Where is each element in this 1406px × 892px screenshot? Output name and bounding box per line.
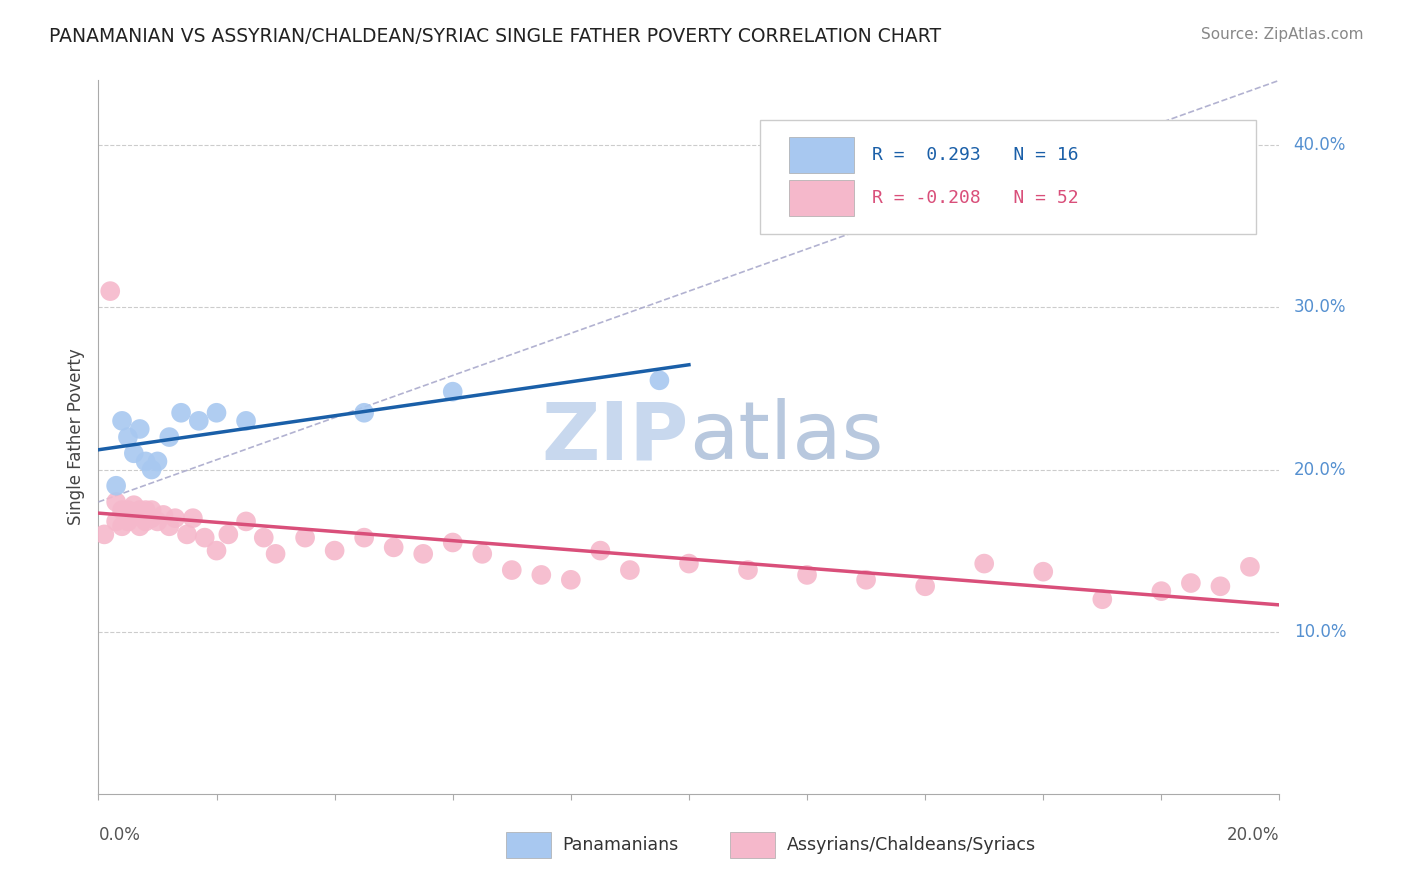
Point bbox=[117, 515, 139, 529]
Point bbox=[235, 515, 257, 529]
FancyBboxPatch shape bbox=[789, 137, 855, 173]
Point bbox=[117, 430, 139, 444]
Point bbox=[1091, 592, 1114, 607]
Point bbox=[111, 414, 134, 428]
Point bbox=[135, 454, 157, 468]
Point bbox=[530, 568, 553, 582]
Point bbox=[176, 527, 198, 541]
Y-axis label: Single Father Poverty: Single Father Poverty bbox=[66, 349, 84, 525]
FancyBboxPatch shape bbox=[789, 180, 855, 216]
Point bbox=[973, 557, 995, 571]
Point bbox=[589, 543, 612, 558]
Point bbox=[353, 406, 375, 420]
Point bbox=[1180, 576, 1202, 591]
Point bbox=[170, 406, 193, 420]
FancyBboxPatch shape bbox=[730, 832, 775, 858]
Point bbox=[648, 373, 671, 387]
Point bbox=[141, 462, 163, 476]
Point bbox=[1209, 579, 1232, 593]
Point bbox=[560, 573, 582, 587]
Point bbox=[501, 563, 523, 577]
Point bbox=[412, 547, 434, 561]
Text: R =  0.293   N = 16: R = 0.293 N = 16 bbox=[872, 146, 1078, 164]
Text: PANAMANIAN VS ASSYRIAN/CHALDEAN/SYRIAC SINGLE FATHER POVERTY CORRELATION CHART: PANAMANIAN VS ASSYRIAN/CHALDEAN/SYRIAC S… bbox=[49, 27, 942, 45]
Point bbox=[1150, 584, 1173, 599]
Point bbox=[157, 519, 180, 533]
Point bbox=[128, 503, 150, 517]
Point bbox=[111, 519, 134, 533]
Point bbox=[1032, 565, 1054, 579]
Point bbox=[181, 511, 204, 525]
Text: Panamanians: Panamanians bbox=[562, 837, 679, 855]
Point bbox=[111, 503, 134, 517]
Point bbox=[122, 446, 145, 460]
Point bbox=[135, 515, 157, 529]
Point bbox=[141, 503, 163, 517]
Point bbox=[165, 511, 187, 525]
Text: ZIP: ZIP bbox=[541, 398, 689, 476]
Point bbox=[141, 511, 163, 525]
Point bbox=[105, 495, 128, 509]
Point bbox=[217, 527, 239, 541]
Point bbox=[323, 543, 346, 558]
Text: 0.0%: 0.0% bbox=[98, 826, 141, 844]
Point bbox=[441, 535, 464, 549]
Text: Source: ZipAtlas.com: Source: ZipAtlas.com bbox=[1201, 27, 1364, 42]
Text: 40.0%: 40.0% bbox=[1294, 136, 1346, 154]
Text: 20.0%: 20.0% bbox=[1227, 826, 1279, 844]
Text: Assyrians/Chaldeans/Syriacs: Assyrians/Chaldeans/Syriacs bbox=[787, 837, 1036, 855]
Point bbox=[205, 406, 228, 420]
Point bbox=[796, 568, 818, 582]
FancyBboxPatch shape bbox=[759, 120, 1256, 234]
Point bbox=[264, 547, 287, 561]
Point bbox=[471, 547, 494, 561]
Point bbox=[105, 515, 128, 529]
Point bbox=[152, 508, 174, 522]
Point bbox=[914, 579, 936, 593]
Point bbox=[146, 454, 169, 468]
Text: atlas: atlas bbox=[689, 398, 883, 476]
Point bbox=[194, 531, 217, 545]
Point bbox=[253, 531, 276, 545]
Point bbox=[117, 503, 139, 517]
Point bbox=[855, 573, 877, 587]
Point bbox=[1239, 559, 1261, 574]
Point bbox=[128, 519, 150, 533]
Point bbox=[128, 422, 150, 436]
Point bbox=[382, 541, 405, 555]
Text: 20.0%: 20.0% bbox=[1294, 460, 1346, 478]
Point bbox=[157, 430, 180, 444]
Point bbox=[146, 515, 169, 529]
Point bbox=[98, 284, 121, 298]
Text: R = -0.208   N = 52: R = -0.208 N = 52 bbox=[872, 189, 1078, 207]
Point bbox=[441, 384, 464, 399]
Point bbox=[737, 563, 759, 577]
FancyBboxPatch shape bbox=[506, 832, 551, 858]
Point bbox=[619, 563, 641, 577]
Point bbox=[353, 531, 375, 545]
Point bbox=[294, 531, 316, 545]
Point bbox=[678, 557, 700, 571]
Point bbox=[235, 414, 257, 428]
Text: 10.0%: 10.0% bbox=[1294, 623, 1346, 640]
Point bbox=[187, 414, 209, 428]
Point bbox=[205, 543, 228, 558]
Point bbox=[135, 503, 157, 517]
Point bbox=[122, 498, 145, 512]
Point bbox=[105, 479, 128, 493]
Point bbox=[122, 508, 145, 522]
Text: 30.0%: 30.0% bbox=[1294, 298, 1346, 317]
Point bbox=[93, 527, 115, 541]
